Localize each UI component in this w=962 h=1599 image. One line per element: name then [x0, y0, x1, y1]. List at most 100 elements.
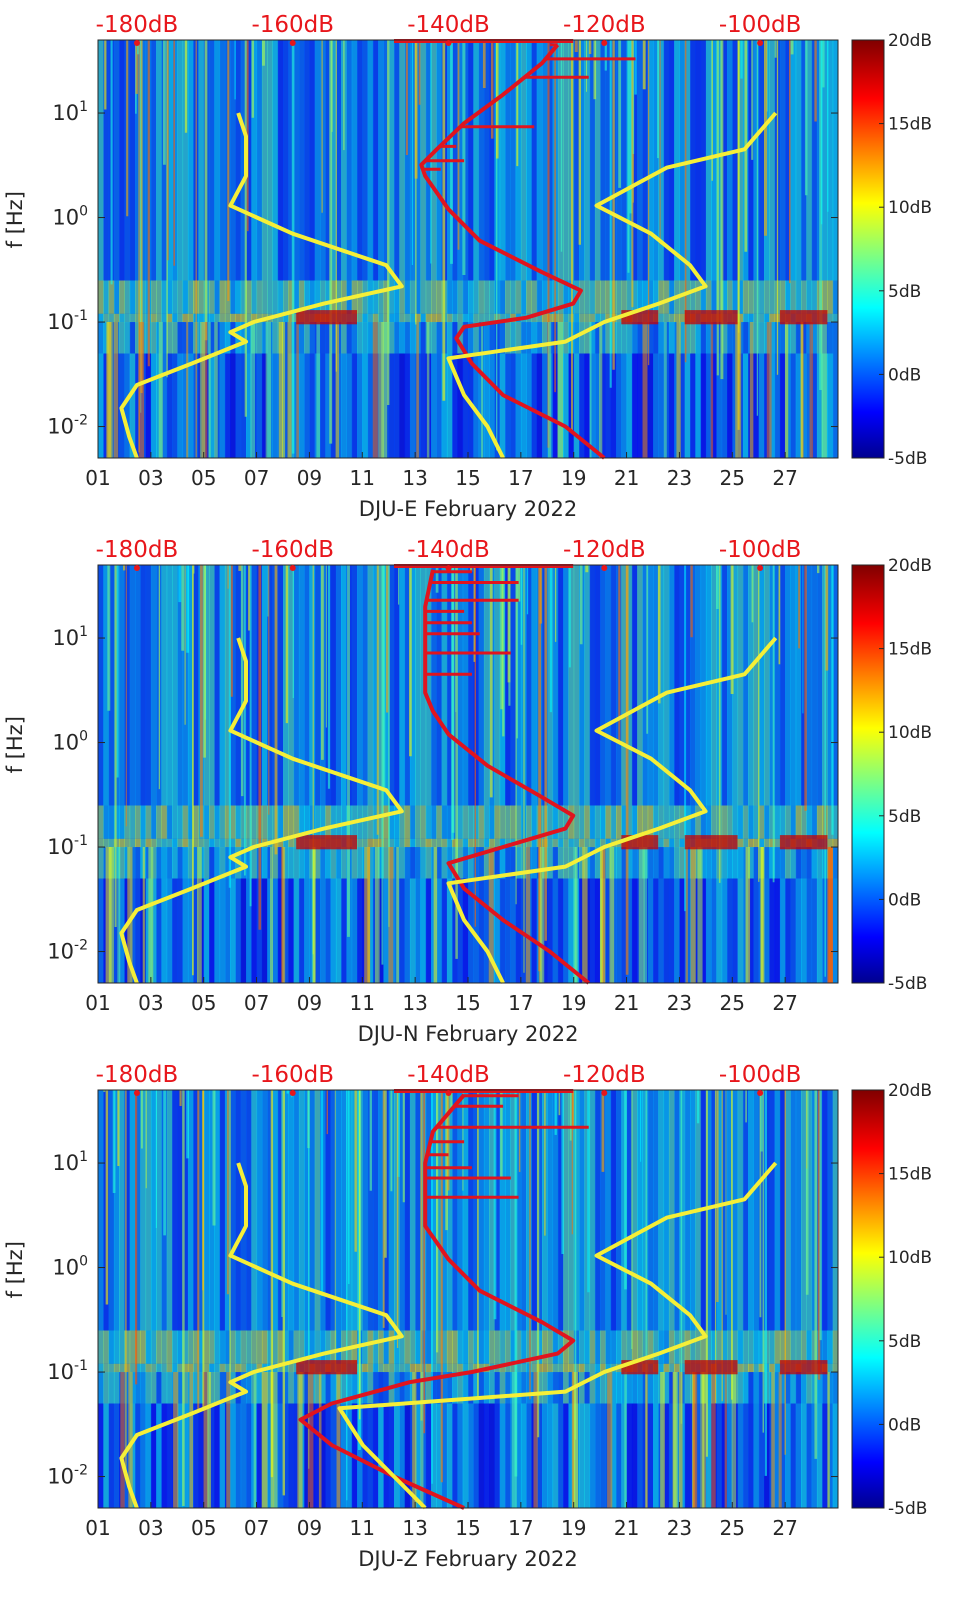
spectrogram-cell	[140, 838, 147, 848]
top-axis-marker	[757, 1090, 764, 1096]
spectrogram-cell	[103, 313, 110, 323]
spectrogram-cell	[436, 1372, 443, 1404]
spectrogram-cell	[494, 805, 501, 839]
spectrogram-cell	[557, 805, 564, 839]
spectrogram-cell	[779, 1372, 786, 1404]
spectrogram-cell	[790, 1090, 797, 1331]
spectrogram-cell	[801, 353, 807, 458]
spectrogram-cell	[129, 878, 136, 983]
spectrogram-cell	[261, 322, 268, 354]
spectrogram-cell	[684, 40, 691, 281]
spectrogram-cell	[732, 565, 739, 806]
spectrogram-cell	[769, 878, 776, 983]
spectrogram-cell	[462, 805, 469, 839]
spectrogram-cell	[811, 40, 818, 281]
spectrogram-cell	[605, 847, 612, 879]
spectrogram-cell	[124, 313, 131, 323]
spectrogram-cell	[108, 1090, 115, 1331]
spectrogram-cell	[526, 1403, 532, 1508]
spectrogram-cell	[626, 805, 633, 839]
spectrogram-cell	[616, 805, 622, 839]
spectrogram-cell	[737, 1372, 744, 1404]
spectrogram-cell	[573, 40, 580, 281]
spectrogram-cell	[177, 847, 184, 879]
spectrogram-cell	[483, 1330, 490, 1364]
spectrogram-cell	[764, 313, 770, 323]
spectrogram-cell	[124, 1372, 131, 1404]
spectrogram-cell	[161, 1403, 168, 1508]
spectrogram-cell	[600, 1090, 606, 1331]
spectrogram-cell	[261, 878, 268, 983]
spectrogram-cell	[573, 313, 580, 323]
spectrogram-cell	[721, 1090, 728, 1331]
spectrogram-cell	[230, 878, 236, 983]
spectrogram-cell	[415, 847, 421, 879]
spectrogram-cell	[473, 805, 480, 839]
y-tick-label: 10-1	[47, 833, 88, 859]
spectrogram-cell	[388, 353, 395, 458]
spectrogram-cell	[499, 322, 506, 354]
spectrogram-cell	[695, 353, 702, 458]
spectrogram-cell	[483, 353, 490, 458]
spectrogram-cell	[462, 1363, 469, 1373]
spectrogram-cell	[515, 565, 522, 806]
spectrogram-cell	[277, 1330, 284, 1364]
spectrogram-cell	[309, 565, 316, 806]
spectrogram-cell	[283, 353, 289, 458]
spectrogram-cell	[209, 280, 215, 314]
spectrogram-cell	[758, 805, 765, 839]
spectrogram-cell	[288, 838, 295, 848]
spectrogram-cell	[505, 1330, 511, 1364]
spectrogram-cell	[129, 40, 136, 281]
spectrogram-cell	[409, 878, 416, 983]
spectrogram-cell	[732, 847, 739, 879]
x-tick-label: 11	[350, 991, 375, 1015]
spectrogram-cell	[283, 878, 289, 983]
spectrogram-cell	[378, 565, 384, 806]
spectrogram-cell	[177, 1363, 184, 1373]
spectrogram-cell	[806, 805, 813, 839]
spectrogram-cell	[653, 805, 659, 839]
spectrogram-cell	[372, 1363, 379, 1373]
spectrogram-cell	[362, 1403, 369, 1508]
spectrogram-cell	[579, 322, 585, 354]
spectrogram-cell	[727, 565, 733, 806]
spectrogram-cell	[515, 805, 522, 839]
spectrogram-cell	[272, 847, 279, 879]
spectrogram-cell	[753, 313, 760, 323]
spectrogram-cell	[594, 1403, 601, 1508]
y-tick-label: 10-2	[47, 1463, 88, 1489]
spectrogram-cell	[621, 1403, 628, 1508]
spectrogram-cell	[468, 565, 474, 806]
spectrogram-cell	[409, 1363, 416, 1373]
spectrogram-cell	[446, 280, 453, 314]
spectrogram-cell	[774, 565, 781, 806]
spectrogram-cell	[135, 838, 141, 848]
spectrogram-hotspot	[296, 1360, 357, 1375]
spectrogram-cell	[473, 847, 480, 879]
spectrogram-cell	[489, 322, 495, 354]
spectrogram-cell	[748, 1090, 754, 1331]
spectrogram-cell	[219, 847, 226, 879]
spectrogram-cell	[579, 565, 585, 806]
spectrogram-cell	[187, 40, 194, 281]
spectrogram-cell	[219, 1372, 226, 1404]
spectrogram-cell	[362, 1372, 369, 1404]
spectrogram-cell	[742, 838, 749, 848]
spectrogram-cell	[113, 805, 120, 839]
spectrogram-cell	[684, 1372, 691, 1404]
spectrogram-cell	[563, 1090, 569, 1331]
spectrogram-cell	[626, 847, 633, 879]
spectrogram-cell	[452, 565, 458, 806]
spectrogram-cell	[330, 1090, 337, 1331]
spectrogram-cell	[98, 1403, 104, 1508]
spectrogram-cell	[774, 353, 781, 458]
spectrogram-cell	[230, 805, 236, 839]
colorbar-tick-label: 10dB	[888, 198, 932, 218]
spectrogram-cell	[409, 1090, 416, 1331]
spectrogram-cell	[214, 805, 221, 839]
spectrogram-cell	[526, 1363, 532, 1373]
spectrogram-cell	[616, 1090, 622, 1331]
spectrogram-cell	[637, 1330, 643, 1364]
spectrogram-hotspot	[779, 310, 828, 325]
